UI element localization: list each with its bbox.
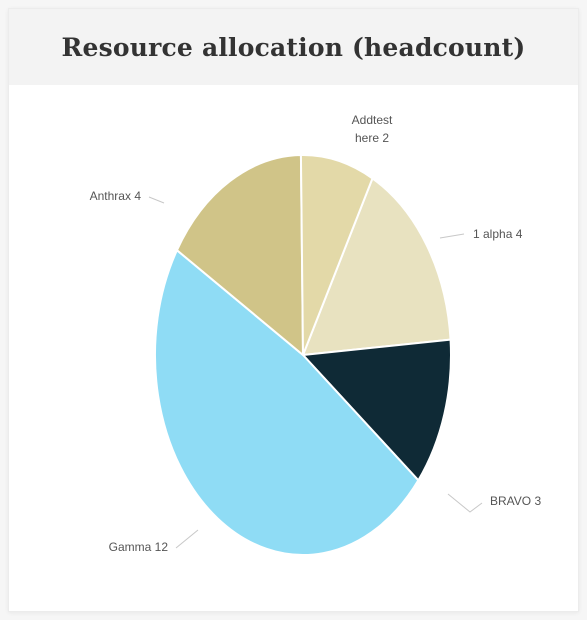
pie-slice-gamma-12 xyxy=(154,248,420,556)
pie-slice-anthrax-4 xyxy=(175,154,305,358)
leader-line xyxy=(175,529,199,549)
chart-title: Resource allocation (headcount) xyxy=(61,32,526,62)
pie-slice-bravo-3 xyxy=(300,338,452,482)
data-label-addtest-here-2: Addtest here 2 xyxy=(352,113,393,145)
data-label-1-alpha-4: 1 alpha 4 xyxy=(473,227,523,241)
data-label-bravo-3: BRAVO 3 xyxy=(490,494,541,508)
leader-line xyxy=(439,233,465,239)
chart-title-bar: Resource allocation (headcount) xyxy=(9,9,578,85)
data-label-gamma-12: Gamma 12 xyxy=(109,540,169,554)
data-label-anthrax-4: Anthrax 4 xyxy=(90,189,142,203)
leader-line xyxy=(447,493,483,513)
pie-slice-1-alpha-4 xyxy=(301,176,452,357)
leader-line xyxy=(148,196,165,204)
pie-slice-addtest-here-2 xyxy=(299,154,374,356)
